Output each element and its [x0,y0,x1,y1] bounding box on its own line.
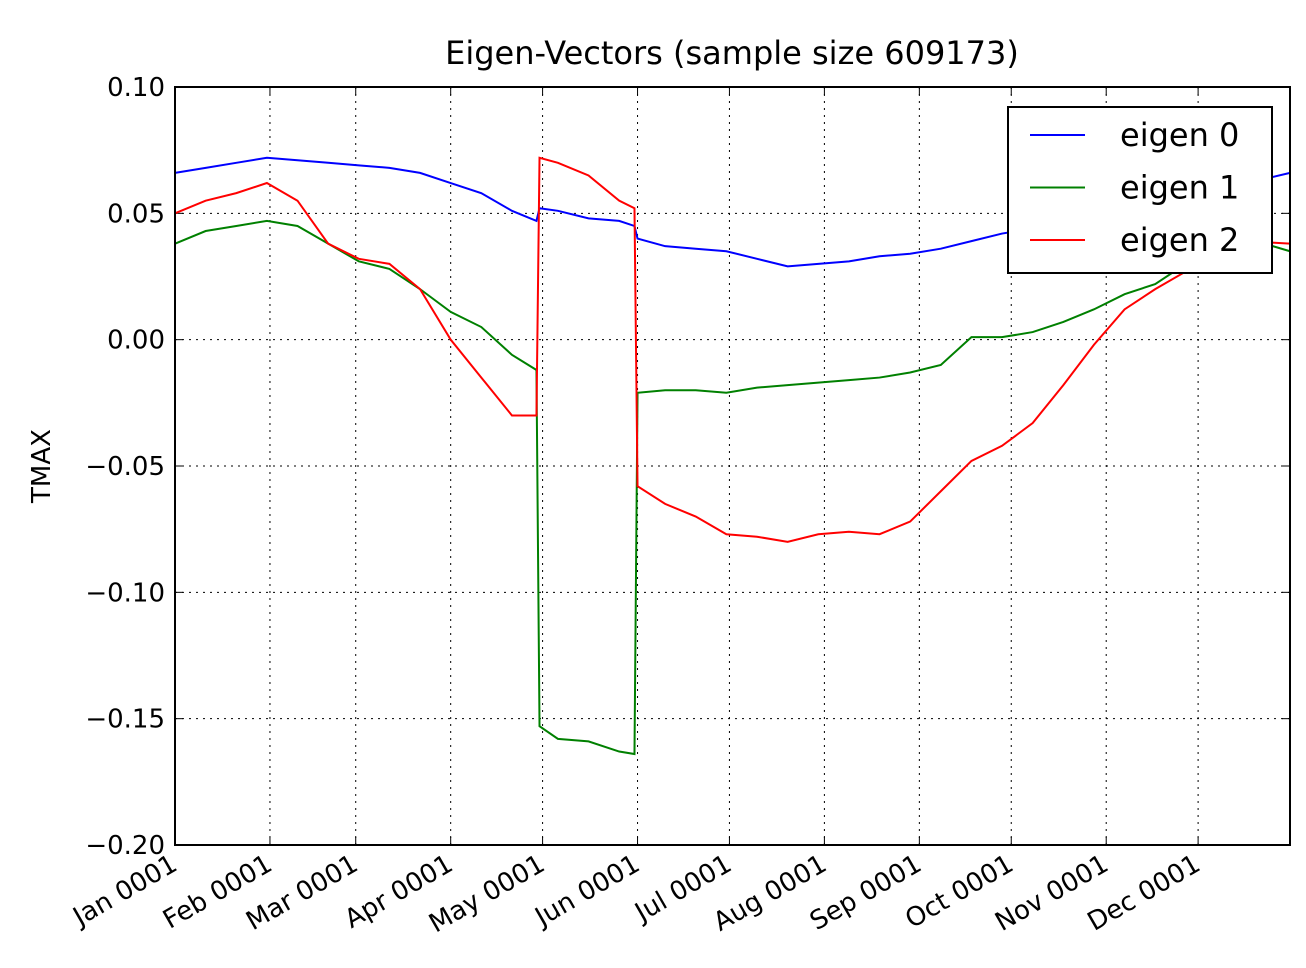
legend-label: eigen 0 [1120,116,1239,154]
y-tick-label: 0.00 [107,326,165,356]
y-tick-label: −0.05 [85,452,165,482]
plot-frame [174,86,1291,846]
series-line [174,156,1291,543]
y-tick-label: −0.20 [85,831,165,861]
y-axis-label: TMAX [27,429,57,504]
series-line [174,219,1291,756]
legend-label: eigen 2 [1120,221,1239,259]
y-tick-label: 0.05 [107,199,165,229]
chart-title: Eigen-Vectors (sample size 609173) [445,34,1019,72]
legend-label: eigen 1 [1120,169,1239,207]
y-tick-label: −0.10 [85,578,165,608]
x-tick-label: Jun 0001 [529,849,645,934]
y-tick-label: −0.15 [85,705,165,735]
y-tick-label: 0.10 [107,73,165,103]
